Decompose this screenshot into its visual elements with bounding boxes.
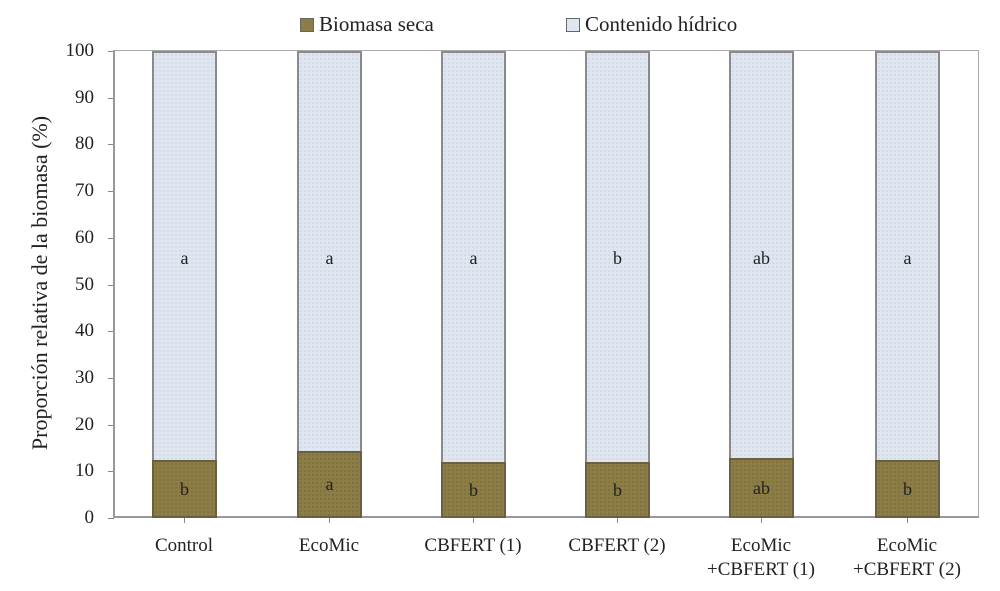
- significance-letter: b: [613, 248, 622, 268]
- x-tick-label-line1: CBFERT (2): [568, 535, 666, 556]
- x-tick-label: EcoMic: [259, 534, 399, 558]
- y-tick-label: 0: [84, 507, 95, 528]
- y-tick-label: 10: [75, 460, 94, 482]
- legend-swatch-contenido-hidrico: [566, 17, 580, 32]
- y-tick-label: 40: [75, 320, 94, 342]
- legend-item-contenido-hidrico: Contenido hídrico: [566, 12, 737, 37]
- y-tick-label: 30: [75, 366, 94, 388]
- y-tick-label: 90: [75, 86, 94, 108]
- bar-segment-biomasa-seca: ab: [729, 458, 794, 518]
- y-tick-label: 60: [75, 226, 94, 248]
- legend-label: Biomasa seca: [319, 12, 434, 36]
- bar-segment-contenido-hidrico: b: [585, 51, 650, 464]
- significance-letter: ab: [753, 478, 770, 499]
- x-tick-label: EcoMic +CBFERT (1): [691, 534, 831, 582]
- x-tick-label-line1: Control: [154, 535, 214, 556]
- significance-letter: b: [180, 479, 189, 500]
- x-tick-label-line1: EcoMic: [876, 535, 938, 556]
- y-tick: [108, 191, 114, 193]
- significance-letter: a: [325, 474, 334, 495]
- bar-segment-contenido-hidrico: a: [875, 51, 940, 463]
- y-tick: [108, 424, 114, 426]
- bar-stack: ab ab: [729, 51, 794, 518]
- bar-segment-contenido-hidrico: a: [152, 51, 217, 463]
- x-tick-label-line1: CBFERT (1): [424, 535, 522, 556]
- y-tick: [108, 284, 114, 286]
- bar-segment-biomasa-seca: b: [152, 460, 217, 518]
- y-tick-label: 80: [75, 133, 94, 155]
- bar-segment-biomasa-seca: a: [297, 450, 362, 518]
- significance-letter: a: [903, 248, 912, 268]
- bar-segment-contenido-hidrico: a: [297, 51, 362, 453]
- significance-letter: ab: [753, 248, 770, 268]
- bar-segment-biomasa-seca: b: [875, 460, 940, 518]
- y-tick-label: 70: [75, 180, 94, 202]
- y-tick: [108, 51, 114, 52]
- y-tick-label: 100: [65, 40, 95, 61]
- x-tick-label: Control: [114, 534, 254, 558]
- x-tick: [907, 518, 908, 523]
- x-tick: [761, 518, 762, 523]
- bar-segment-contenido-hidrico: a: [441, 51, 506, 464]
- x-tick: [473, 518, 474, 523]
- x-tick: [329, 518, 330, 523]
- y-tick-label: 20: [75, 413, 94, 435]
- x-tick-label-line1: EcoMic: [730, 535, 792, 556]
- x-tick-label: EcoMic +CBFERT (2): [837, 534, 977, 582]
- y-tick: [108, 237, 114, 239]
- x-tick-label: CBFERT (2): [547, 534, 687, 558]
- x-tick: [617, 518, 618, 523]
- bar-segment-biomasa-seca: b: [441, 461, 506, 518]
- y-tick-label: 50: [75, 273, 94, 295]
- significance-letter: a: [180, 248, 189, 268]
- legend-label: Contenido hídrico: [585, 12, 738, 36]
- significance-letter: b: [613, 479, 622, 500]
- y-tick: [108, 144, 114, 146]
- bar-segment-contenido-hidrico: ab: [729, 51, 794, 461]
- x-tick: [184, 518, 185, 523]
- y-tick: [108, 331, 114, 333]
- plot-area: [113, 50, 979, 518]
- significance-letter: a: [325, 248, 334, 268]
- significance-letter: b: [903, 479, 912, 500]
- legend: Biomasa seca Contenido hídrico: [0, 12, 1000, 42]
- x-tick-label: CBFERT (1): [403, 534, 543, 558]
- y-tick: [108, 97, 114, 99]
- x-tick-label-line1: EcoMic: [298, 535, 360, 556]
- significance-letter: a: [469, 248, 478, 268]
- bar-segment-biomasa-seca: b: [585, 461, 650, 518]
- y-tick: [108, 377, 114, 379]
- legend-item-biomasa-seca: Biomasa seca: [300, 12, 434, 37]
- x-tick-label-line2: +CBFERT (2): [853, 559, 961, 580]
- x-tick-label-line2: +CBFERT (1): [707, 559, 815, 580]
- y-tick: [108, 518, 114, 519]
- y-tick: [108, 471, 114, 473]
- legend-swatch-biomasa-seca: [300, 17, 314, 32]
- significance-letter: b: [469, 479, 478, 500]
